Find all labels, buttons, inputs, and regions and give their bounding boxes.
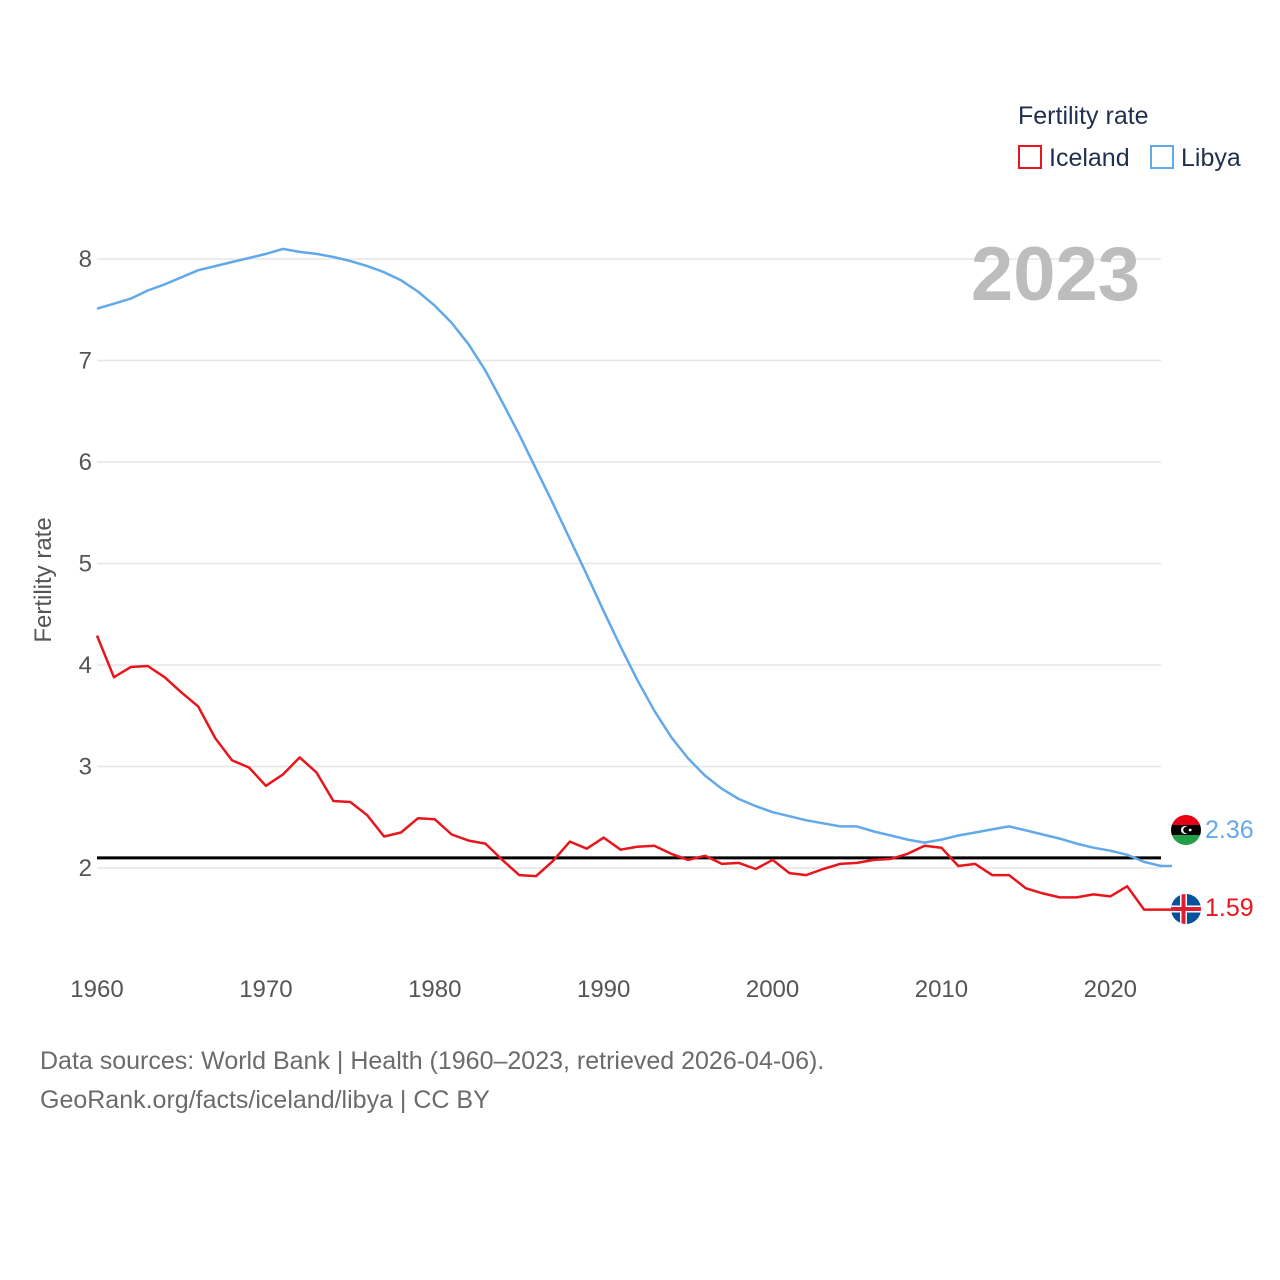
- year-label: 2023: [971, 232, 1140, 317]
- series-lines: [95, 247, 1172, 911]
- iceland-end-value: 1.59: [1205, 894, 1254, 922]
- series-line-iceland: [95, 635, 1172, 911]
- source-line-1: Data sources: World Bank | Health (1960–…: [40, 1047, 825, 1075]
- x-axis-ticks: 1960 1970 1980 1990 2000 2010 2020: [70, 976, 1137, 1003]
- x-tick-label: 1960: [70, 976, 123, 1003]
- y-tick-label: 3: [79, 754, 92, 781]
- y-tick-label: 7: [79, 348, 92, 375]
- legend-swatch-libya[interactable]: [1150, 145, 1174, 169]
- libya-flag-icon: [1171, 815, 1201, 845]
- x-tick-label: 1970: [239, 976, 292, 1003]
- x-tick-label: 2010: [915, 976, 968, 1003]
- legend-title: Fertility rate: [1018, 102, 1149, 130]
- x-tick-label: 2000: [746, 976, 799, 1003]
- legend-swatch-iceland[interactable]: [1018, 145, 1042, 169]
- source-line-2[interactable]: GeoRank.org/facts/iceland/libya | CC BY: [40, 1086, 490, 1114]
- legend-label-libya[interactable]: Libya: [1181, 144, 1241, 172]
- x-tick-label: 1980: [408, 976, 461, 1003]
- y-tick-label: 4: [79, 652, 92, 679]
- y-tick-label: 6: [79, 449, 92, 476]
- y-tick-label: 8: [79, 246, 92, 273]
- iceland-flag-icon: [1171, 894, 1201, 924]
- legend-label-iceland[interactable]: Iceland: [1049, 144, 1130, 172]
- y-axis-label: Fertility rate: [30, 517, 57, 642]
- legend: Fertility rate Iceland Libya: [1018, 102, 1241, 172]
- series-line-libya: [96, 247, 1172, 868]
- y-tick-label: 2: [79, 855, 92, 882]
- y-axis-ticks: 2 3 4 5 6 7 8: [79, 246, 92, 882]
- x-tick-label: 2020: [1084, 976, 1137, 1003]
- y-tick-label: 5: [79, 551, 92, 578]
- libya-end-value: 2.36: [1205, 816, 1254, 844]
- x-tick-label: 1990: [577, 976, 630, 1003]
- source-note: Data sources: World Bank | Health (1960–…: [40, 1042, 824, 1120]
